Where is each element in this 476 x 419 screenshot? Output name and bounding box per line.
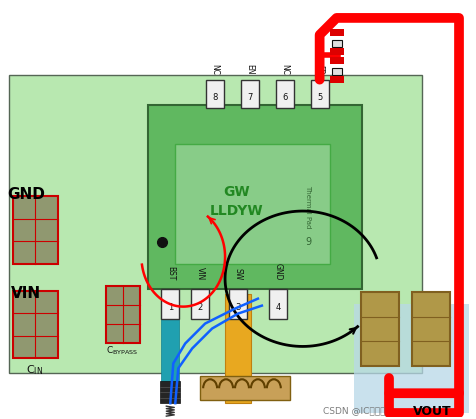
Text: 1: 1 [168, 303, 173, 312]
Bar [9, 75, 421, 373]
Text: 4: 4 [275, 303, 280, 312]
Bar [191, 289, 208, 318]
Bar [240, 80, 258, 108]
Text: FB: FB [315, 65, 324, 75]
Bar [329, 48, 343, 55]
Bar [329, 29, 343, 36]
Bar [105, 286, 140, 344]
Bar [161, 289, 179, 318]
Bar [329, 57, 343, 64]
Bar [310, 80, 328, 108]
Bar [361, 292, 398, 366]
Text: 7: 7 [247, 93, 252, 102]
Text: C$_\mathrm{IN}$: C$_\mathrm{IN}$ [26, 363, 43, 377]
Bar [268, 289, 286, 318]
Bar [329, 76, 343, 83]
Bar [161, 289, 179, 388]
Bar [175, 145, 329, 264]
Text: VIN: VIN [11, 286, 41, 301]
Text: 5: 5 [317, 93, 322, 102]
Bar [200, 376, 289, 400]
Bar [225, 294, 250, 403]
Bar [206, 80, 224, 108]
Text: 8: 8 [212, 93, 218, 102]
Text: BST: BST [166, 266, 174, 281]
Text: SW: SW [233, 269, 242, 281]
Text: GND: GND [273, 263, 282, 281]
Text: EN: EN [245, 64, 254, 75]
Bar [354, 304, 468, 413]
Text: GND: GND [7, 186, 45, 202]
Text: VOUT: VOUT [412, 405, 450, 418]
Text: VIN: VIN [195, 267, 204, 281]
Text: 3: 3 [235, 303, 240, 312]
Bar [160, 381, 180, 403]
Text: 9: 9 [304, 237, 310, 247]
Bar [411, 292, 449, 366]
Text: NC: NC [280, 64, 288, 75]
Bar [331, 40, 341, 47]
Bar [331, 68, 341, 75]
Bar [275, 80, 293, 108]
Text: 2: 2 [197, 303, 202, 312]
Bar [228, 289, 247, 318]
Text: C$_\mathrm{BYPASS}$: C$_\mathrm{BYPASS}$ [106, 344, 139, 357]
Bar [13, 196, 58, 264]
Bar [13, 291, 58, 358]
Text: NC: NC [210, 64, 219, 75]
Text: CSDN @IC观察者: CSDN @IC观察者 [323, 406, 385, 415]
Text: Thermal Pad: Thermal Pad [304, 185, 310, 228]
Bar [148, 104, 362, 289]
Text: GW
LLDYW: GW LLDYW [210, 186, 263, 218]
Text: 6: 6 [281, 93, 287, 102]
